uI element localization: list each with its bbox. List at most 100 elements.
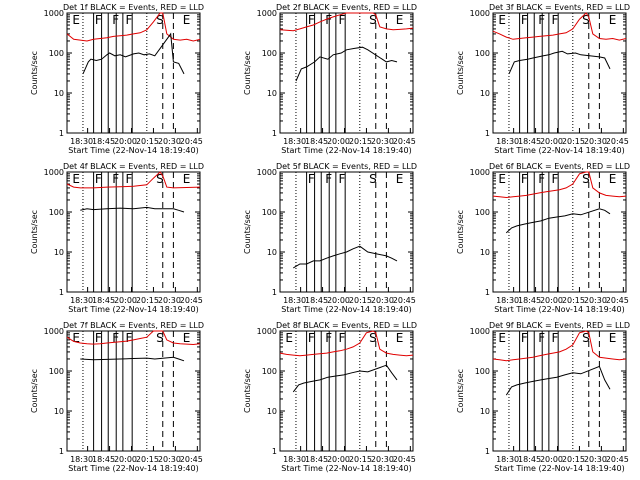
x-tick-label: 20:15: [349, 137, 372, 146]
plot-frame: [66, 171, 201, 293]
lld-series-line: [279, 12, 414, 32]
x-tick-label: 18:45: [518, 137, 541, 146]
plot-frame: [492, 171, 627, 293]
lld-series-line: [492, 12, 627, 41]
y-tick-label: 100: [262, 367, 277, 376]
panel-title: Det 1f BLACK = Events, RED = LLD: [63, 3, 204, 12]
x-tick-label: 20:30: [371, 296, 394, 305]
event-letter: F: [521, 331, 528, 345]
x-tick-label: 20:45: [606, 296, 629, 305]
lld-series-line: [66, 330, 201, 346]
x-tick-label: 18:30: [283, 137, 306, 146]
plot-frame: [66, 12, 201, 134]
event-letter: S: [582, 331, 590, 345]
x-axis-label: Start Time (22-Nov-14 18:19:40): [68, 146, 198, 155]
events-series-line: [292, 364, 398, 393]
plot-frame: [492, 330, 627, 452]
y-axis-label: Counts/sec: [30, 51, 39, 95]
x-tick-label: 20:30: [158, 137, 181, 146]
y-axis-label: Counts/sec: [243, 51, 252, 95]
lld-series-line: [279, 330, 414, 357]
panel-7: Det 7f BLACK = Events, RED = LLD 1 10 100 10…: [30, 321, 204, 473]
x-tick-label: 20:00: [327, 455, 350, 464]
x-tick-label: 20:30: [584, 137, 607, 146]
y-tick-label: 10: [267, 248, 277, 257]
y-tick-label: 1000: [44, 327, 64, 336]
x-tick-label: 20:00: [540, 137, 563, 146]
x-axis-label: Start Time (22-Nov-14 18:19:40): [494, 305, 624, 314]
panel-3: Det 3f BLACK = Events, RED = LLD 1 10 100 10…: [456, 3, 630, 155]
y-tick-label: 10: [54, 89, 64, 98]
event-letter: S: [156, 13, 164, 27]
x-tick-label: 18:45: [305, 296, 328, 305]
event-letter: S: [369, 172, 377, 186]
events-series-line: [80, 206, 185, 213]
lld-series-line: [66, 171, 201, 189]
x-tick-label: 20:15: [349, 455, 372, 464]
event-letter: F: [126, 13, 133, 27]
event-letter: E: [498, 331, 506, 345]
x-tick-label: 18:45: [305, 137, 328, 146]
y-axis-label: Counts/sec: [456, 369, 465, 413]
y-tick-label: 1: [272, 129, 277, 138]
x-tick-label: 20:15: [349, 296, 372, 305]
y-tick-label: 1: [59, 288, 64, 297]
event-letter: F: [325, 172, 332, 186]
event-letter: E: [498, 13, 506, 27]
y-tick-label: 100: [475, 367, 490, 376]
event-letter: E: [72, 13, 80, 27]
panel-9: Det 9f BLACK = Events, RED = LLD 1 10 100 10…: [456, 321, 630, 473]
y-tick-label: 1000: [44, 9, 64, 18]
y-tick-label: 100: [262, 208, 277, 217]
event-letter: E: [609, 13, 617, 27]
panel-2: Det 2f BLACK = Events, RED = LLD 1 10 100 10…: [243, 3, 417, 155]
plot-frame: [66, 330, 201, 452]
event-letter: S: [369, 13, 377, 27]
event-letter: F: [95, 331, 102, 345]
y-tick-label: 10: [267, 407, 277, 416]
event-letter: E: [609, 331, 617, 345]
x-tick-label: 20:15: [562, 137, 585, 146]
event-letter: F: [339, 172, 346, 186]
y-tick-label: 100: [49, 49, 64, 58]
x-tick-label: 18:30: [70, 296, 93, 305]
y-tick-label: 1000: [257, 9, 277, 18]
panel-title: Det 6f BLACK = Events, RED = LLD: [489, 162, 630, 171]
event-letter: E: [396, 172, 404, 186]
plot-frame: [279, 171, 414, 293]
event-letter: F: [308, 172, 315, 186]
event-letter: F: [308, 331, 315, 345]
events-series-line: [80, 356, 185, 362]
event-letter: E: [396, 13, 404, 27]
event-letter: F: [308, 13, 315, 27]
panel-title: Det 5f BLACK = Events, RED = LLD: [276, 162, 417, 171]
x-tick-label: 18:30: [496, 296, 519, 305]
panel-8: Det 8f BLACK = Events, RED = LLD 1 10 100 10…: [243, 321, 417, 473]
event-letter: F: [521, 172, 528, 186]
event-letter: S: [156, 172, 164, 186]
y-tick-label: 1: [272, 447, 277, 456]
y-tick-label: 10: [480, 248, 490, 257]
y-tick-label: 1: [59, 129, 64, 138]
y-tick-label: 1000: [470, 168, 490, 177]
x-tick-label: 20:15: [562, 455, 585, 464]
panel-title: Det 2f BLACK = Events, RED = LLD: [276, 3, 417, 12]
event-letter: S: [369, 331, 377, 345]
y-axis-label: Counts/sec: [30, 369, 39, 413]
x-tick-label: 18:45: [92, 137, 115, 146]
y-tick-label: 1: [59, 447, 64, 456]
x-tick-label: 20:15: [136, 137, 159, 146]
y-tick-label: 100: [262, 49, 277, 58]
y-tick-label: 1: [485, 288, 490, 297]
x-tick-label: 20:00: [114, 137, 137, 146]
event-letter: F: [325, 13, 332, 27]
panel-6: Det 6f BLACK = Events, RED = LLD 1 10 100 10…: [456, 162, 630, 314]
x-axis-label: Start Time (22-Nov-14 18:19:40): [68, 464, 198, 473]
y-tick-label: 100: [475, 49, 490, 58]
x-axis-label: Start Time (22-Nov-14 18:19:40): [494, 464, 624, 473]
x-tick-label: 20:00: [327, 137, 350, 146]
x-tick-label: 20:00: [540, 455, 563, 464]
y-tick-label: 1: [485, 447, 490, 456]
y-tick-label: 10: [54, 248, 64, 257]
